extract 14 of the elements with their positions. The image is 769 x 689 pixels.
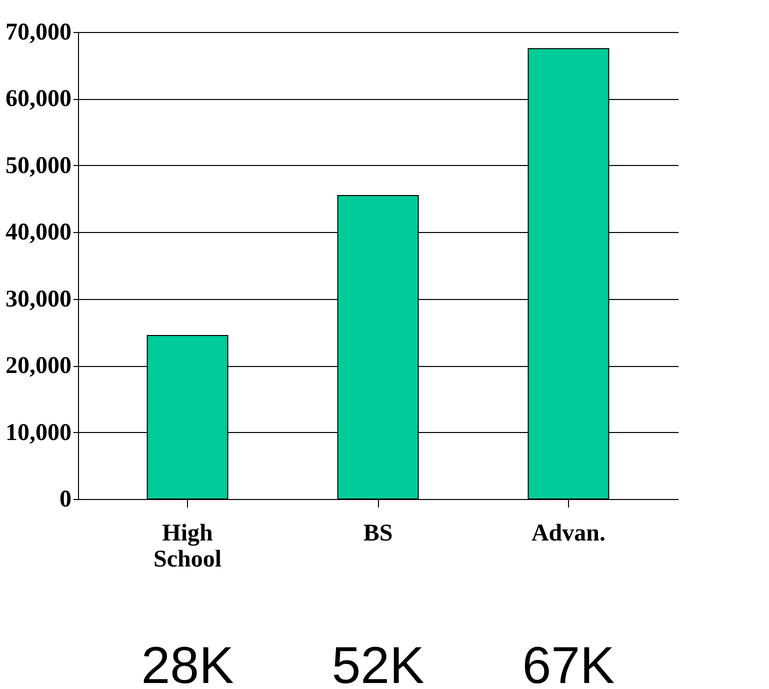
text: 28K <box>141 637 234 689</box>
y-tick-label: 30,000 <box>6 286 72 312</box>
x-tick-label: BS <box>363 520 393 546</box>
x-tick-label: High School <box>154 520 222 572</box>
y-tick-label: 40,000 <box>6 220 72 246</box>
text: 67K <box>522 637 616 689</box>
y-tick-label: 10,000 <box>6 420 72 446</box>
y-tick-label: 70,000 <box>6 20 72 46</box>
y-tick-label: 0 <box>60 486 72 512</box>
text: 52K <box>332 637 425 689</box>
y-tick-label: 50,000 <box>6 152 72 179</box>
y-tick-label: 60,000 <box>6 86 72 112</box>
x-tick-label: Advan. <box>531 520 606 546</box>
y-tick-label: 20,000 <box>6 353 72 380</box>
